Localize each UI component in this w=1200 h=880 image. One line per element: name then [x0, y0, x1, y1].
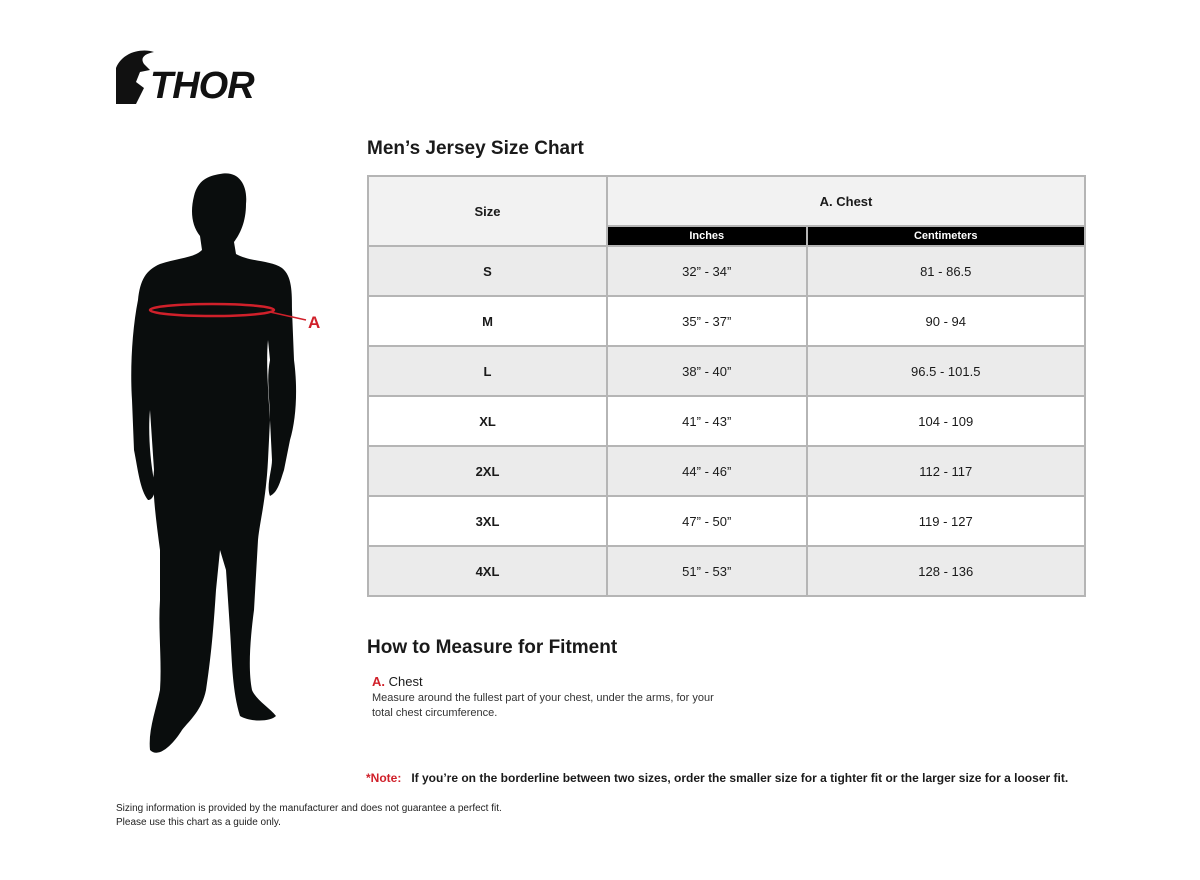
cm-cell: 128 - 136 [805, 545, 1086, 597]
size-cell: S [367, 245, 608, 297]
chest-measure-line [148, 302, 276, 318]
size-header: Size [367, 175, 608, 247]
body-silhouette: A [131, 173, 320, 753]
measure-heading: How to Measure for Fitment [367, 637, 618, 658]
cm-cell: 81 - 86.5 [805, 245, 1086, 297]
note-label: *Note: [366, 771, 402, 785]
measure-label-text: Chest [388, 674, 423, 689]
size-cell: XL [367, 395, 608, 447]
size-cell: 2XL [367, 445, 608, 497]
note: *Note: If you’re on the borderline betwee… [366, 771, 1068, 785]
disclaimer: Sizing information is provided by the ma… [116, 802, 502, 830]
table-row: S 32” - 34” 81 - 86.5 [367, 245, 1086, 297]
table-row: 4XL 51” - 53” 128 - 136 [367, 545, 1086, 597]
measure-label: A. Chest [372, 674, 423, 689]
thor-logo: THOR [116, 50, 256, 106]
cm-cell: 112 - 117 [805, 445, 1086, 497]
table-row: 3XL 47” - 50” 119 - 127 [367, 495, 1086, 547]
inches-cell: 44” - 46” [606, 445, 808, 497]
size-table: Size A. Chest Inches Centimeters S 32” - … [367, 175, 1086, 597]
inches-cell: 51” - 53” [606, 545, 808, 597]
inches-cell: 32” - 34” [606, 245, 808, 297]
table-row: XL 41” - 43” 104 - 109 [367, 395, 1086, 447]
measure-description: Measure around the fullest part of your … [372, 692, 714, 719]
table-row: L 38” - 40” 96.5 - 101.5 [367, 345, 1086, 397]
chest-header: A. Chest [606, 175, 1086, 227]
table-row: 2XL 44” - 46” 112 - 117 [367, 445, 1086, 497]
inches-cell: 35” - 37” [606, 295, 808, 347]
inches-cell: 41” - 43” [606, 395, 808, 447]
marker-label: A [308, 313, 320, 332]
svg-text:THOR: THOR [150, 65, 255, 106]
size-cell: 4XL [367, 545, 608, 597]
size-cell: M [367, 295, 608, 347]
size-cell: 3XL [367, 495, 608, 547]
disclaimer-line: Please use this chart as a guide only. [116, 817, 281, 828]
inches-cell: 47” - 50” [606, 495, 808, 547]
cm-header: Centimeters [805, 225, 1086, 247]
cm-cell: 90 - 94 [805, 295, 1086, 347]
table-row: M 35” - 37” 90 - 94 [367, 295, 1086, 347]
measure-letter: A. [372, 674, 385, 689]
page-title: Men’s Jersey Size Chart [367, 138, 584, 159]
note-text: If you’re on the borderline between two … [411, 771, 1069, 785]
cm-cell: 104 - 109 [805, 395, 1086, 447]
inches-cell: 38” - 40” [606, 345, 808, 397]
size-cell: L [367, 345, 608, 397]
inches-header: Inches [606, 225, 808, 247]
disclaimer-line: Sizing information is provided by the ma… [116, 803, 502, 814]
cm-cell: 96.5 - 101.5 [805, 345, 1086, 397]
cm-cell: 119 - 127 [805, 495, 1086, 547]
